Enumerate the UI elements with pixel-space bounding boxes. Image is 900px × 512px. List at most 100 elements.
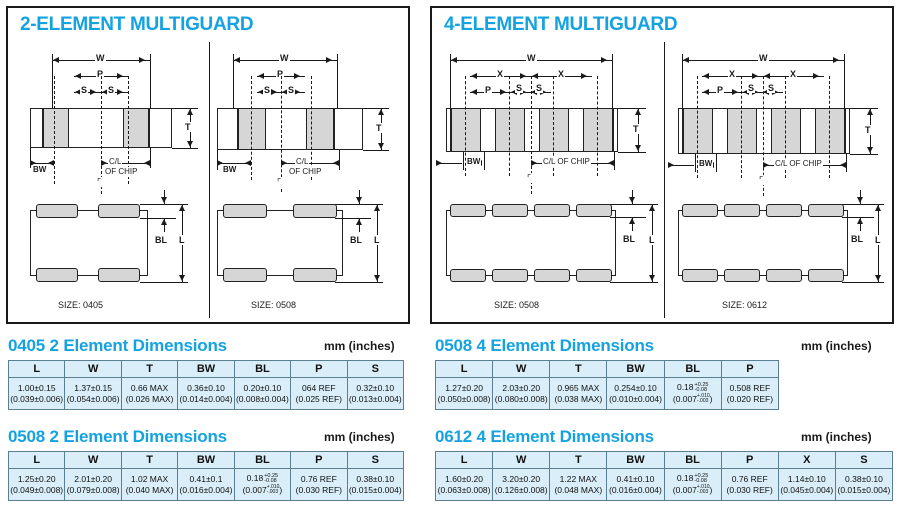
pad-bottom-1 (223, 268, 267, 282)
value-mm: 1.00±0.15 (17, 382, 56, 393)
pad-bottom-1 (450, 269, 486, 282)
value-mm: 1.60±0.20 (445, 473, 483, 484)
drawing-0508-4-element: W X X P S S (432, 38, 664, 324)
ext-line-bl-bottom (842, 217, 874, 218)
ext-line-l-bottom (140, 282, 188, 283)
column-header-t: T (549, 451, 608, 469)
chip-body-side-view (30, 108, 172, 148)
column-header-p: P (290, 360, 348, 378)
dim-line-bw (217, 163, 251, 164)
pad-top-4 (808, 204, 844, 217)
pad-top-1 (682, 204, 718, 217)
arrow-cl-left (531, 160, 537, 166)
pad-top-2 (724, 204, 760, 217)
terminal-band-1 (451, 109, 481, 151)
centerline-band-4 (597, 76, 598, 176)
arrow-bw-left (217, 160, 223, 166)
value-inch: (0.015±0.004) (348, 484, 402, 495)
dim-label-l: L (648, 235, 656, 245)
ext-line-t-bottom (172, 148, 198, 149)
centerline-chip (101, 76, 102, 194)
inch-close-paren: ) (279, 484, 283, 495)
arrow-p-left (258, 73, 264, 79)
arrow-p-right (117, 73, 123, 79)
tolerance-stack-inch: +.010 -.003 (266, 484, 280, 496)
dim-label-t: T (375, 123, 383, 133)
dim-label-p: P (716, 85, 725, 95)
ext-line-t-top (850, 108, 878, 109)
pad-top-1 (223, 204, 267, 218)
terminal-band-4 (583, 109, 613, 151)
dim-label-s-left: S (80, 85, 89, 95)
value-inch: (0.048 MAX) (554, 484, 603, 495)
value-mm: 0.41±0.10 (616, 473, 655, 484)
arrow-t-up (867, 109, 873, 115)
dim-label-t: T (864, 125, 872, 135)
arrow-x1-left (703, 73, 709, 79)
arrow-w-right (326, 57, 332, 63)
arrow-bl-top (356, 197, 362, 203)
size-label-0612: SIZE: 0612 (722, 300, 768, 310)
column-header-bl: BL (663, 451, 722, 469)
table-title-0405: 0405 2 Element Dimensions (8, 336, 227, 355)
arrow-s1-left (743, 89, 749, 95)
arrow-bl-top (857, 197, 863, 203)
size-label-0405: SIZE: 0405 (58, 300, 104, 310)
dim-label-x-left: X (496, 69, 505, 79)
value-mm: 1.02 MAX (130, 473, 169, 484)
dim-line-bl (860, 217, 861, 231)
value-inch: (0.010±0.004) (609, 393, 662, 404)
ext-line-w-right (150, 54, 151, 116)
ext-line-l-bottom (610, 282, 658, 283)
value-mm: 1.25±0.20 (17, 473, 56, 484)
drawing-0508-2-element: W P S S (209, 38, 412, 324)
inch-close-paren: ) (709, 393, 713, 404)
cell-bl: 0.18 +0.25 -0.08 (0.007 +.010 -.003) (233, 468, 292, 501)
table-title-0612-4: 0612 4 Element Dimensions (435, 427, 654, 446)
chip-body-side-view (678, 108, 850, 154)
cell-bw: 0.36±0.10 (0.014±0.004) (177, 377, 235, 410)
panel-title-2-element: 2-ELEMENT MULTIGUARD (20, 14, 254, 35)
panel-2-element-multiguard: 2-ELEMENT MULTIGUARD W P S S (6, 6, 410, 324)
pad-top-1 (450, 204, 486, 217)
label-cl: C/L (295, 157, 310, 167)
ext-line-bl-bottom (140, 218, 176, 219)
cell-l: 1.00±0.15 (0.039±0.006) (7, 377, 66, 410)
arrow-t-down (867, 147, 873, 153)
arrow-w-left (683, 57, 689, 63)
ext-line-cl-right (339, 150, 340, 170)
terminal-band-4 (815, 109, 845, 153)
footprint-outline-0405 (30, 210, 148, 276)
terminal-band-3 (771, 109, 801, 153)
column-header-l: L (7, 451, 66, 469)
value-mm: 3.20±0.20 (502, 473, 541, 484)
dim-label-l: L (874, 235, 882, 245)
arrow-bl-up (161, 219, 167, 225)
ext-line-bl-top (842, 204, 884, 205)
arrow-bw-right (48, 160, 54, 166)
column-header-bl: BL (663, 360, 722, 378)
dim-label-bl: BL (349, 235, 363, 245)
column-header-l: L (7, 360, 66, 378)
terminal-band-1 (238, 109, 266, 149)
column-header-bw: BW (177, 451, 235, 469)
centerline-chip (763, 76, 764, 196)
centerline-band-1 (54, 76, 55, 184)
ext-line-bl-top (140, 204, 188, 205)
pad-top-4 (576, 204, 612, 217)
pad-bottom-1 (682, 269, 718, 282)
dimension-table-0508-2: L W T BW BL P S 1.25±0.20 (0.049±0.008) 2.01±0.20… (7, 451, 405, 501)
arrow-s2-left (763, 89, 769, 95)
arrow-bl-top (629, 197, 635, 203)
cell-s: 0.38±0.10 (0.015±0.004) (346, 468, 405, 501)
centerline-band-2 (741, 76, 742, 178)
arrow-l-up (875, 205, 881, 211)
value-inch: (0.126±0.008) (494, 484, 548, 495)
drawing-0612-4-element: W X X P S S (664, 38, 892, 324)
terminal-band-3 (539, 109, 569, 151)
ext-line-bw-left (30, 148, 31, 168)
cell-bl: 0.20±0.10 (0.008±0.004) (233, 377, 292, 410)
table-row: 1.60±0.20 (0.063±0.008) 3.20±0.20 (0.126±0.… (434, 468, 894, 501)
cell-w: 2.03±0.20 (0.080±0.008) (492, 377, 551, 410)
